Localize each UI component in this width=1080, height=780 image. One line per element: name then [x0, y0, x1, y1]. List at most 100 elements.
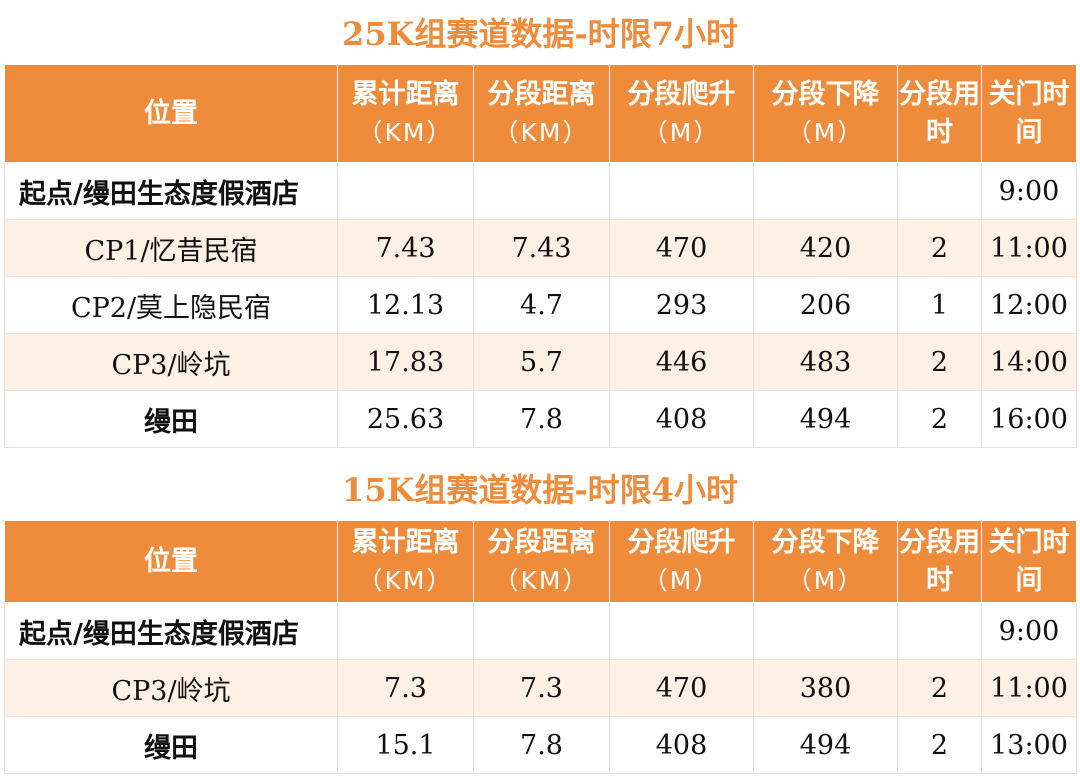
cell-descent: 206: [753, 276, 898, 334]
header-close-time-line2: 时间: [1015, 78, 1070, 148]
header-seg-time-line1: 分段: [899, 526, 953, 558]
header-seg-time-line2: 用时: [926, 78, 980, 148]
cell-close: 13:00: [981, 716, 1077, 774]
cell-climb: 408: [609, 390, 754, 448]
cell-seg: 7.3: [473, 659, 610, 717]
cell-close: 9:00: [981, 602, 1077, 660]
header-close-time-line2: 时间: [1015, 526, 1070, 596]
title-15k: 15K组赛道数据-时限4小时: [342, 471, 738, 509]
cell-location: CP1/忆昔民宿: [4, 219, 338, 277]
cell-descent: 483: [753, 333, 898, 391]
cell-cum: [337, 162, 474, 220]
cell-descent: 494: [753, 716, 898, 774]
cell-location: 起点/缦田生态度假酒店: [4, 602, 338, 660]
header-seg-climb: 分段爬升 （M）: [609, 520, 754, 603]
cell-close: 14:00: [981, 333, 1077, 391]
cell-location: 起点/缦田生态度假酒店: [4, 162, 338, 220]
table-row: 缦田 15.1 7.8 408 494 2 13:00: [4, 716, 1077, 774]
header-close-time: 关门时间: [981, 64, 1077, 163]
table-15k: 位置 累计距离 （KM） 分段距离 （KM） 分段爬升 （M） 分段下降 （M） 分段用…: [4, 520, 1077, 774]
header-unit-km: （KM）: [493, 565, 590, 595]
header-close-time-line1: 关门: [988, 78, 1043, 110]
header-unit-km: （KM）: [357, 565, 454, 595]
table-25k: 位置 累计距离 （KM） 分段距离 （KM） 分段爬升 （M） 分段下降 （M） 分段用…: [4, 64, 1077, 448]
cell-time: 2: [897, 219, 982, 277]
cell-time: 2: [897, 659, 982, 717]
cell-climb: [609, 162, 754, 220]
header-seg-descent: 分段下降 （M）: [753, 520, 898, 603]
header-seg-climb: 分段爬升 （M）: [609, 64, 754, 163]
header-unit-km: （KM）: [493, 117, 590, 147]
cell-time: 2: [897, 333, 982, 391]
header-close-time-line1: 关门: [988, 526, 1043, 558]
cell-climb: 470: [609, 219, 754, 277]
table-row: 起点/缦田生态度假酒店 9:00: [4, 602, 1077, 660]
header-cum-dist: 累计距离 （KM）: [337, 520, 474, 603]
cell-time: [897, 602, 982, 660]
cell-close: 12:00: [981, 276, 1077, 334]
cell-close: 16:00: [981, 390, 1077, 448]
cell-close: 9:00: [981, 162, 1077, 220]
cell-climb: 470: [609, 659, 754, 717]
header-seg-time-line2: 用时: [926, 526, 980, 596]
cell-climb: 293: [609, 276, 754, 334]
cell-descent: [753, 162, 898, 220]
header-seg-climb-label: 分段爬升: [627, 78, 736, 110]
cell-seg: 7.8: [473, 716, 610, 774]
header-unit-m: （M）: [786, 565, 865, 595]
cell-close: 11:00: [981, 219, 1077, 277]
cell-seg: [473, 162, 610, 220]
header-seg-dist-label: 分段距离: [487, 78, 596, 110]
cell-cum: 25.63: [337, 390, 474, 448]
header-unit-km: （KM）: [357, 117, 454, 147]
cell-time: [897, 162, 982, 220]
cell-seg: 7.43: [473, 219, 610, 277]
header-location: 位置: [4, 520, 338, 603]
header-seg-dist: 分段距离 （KM）: [473, 520, 610, 603]
header-row: 位置 累计距离 （KM） 分段距离 （KM） 分段爬升 （M） 分段下降 （M） 分段用…: [4, 520, 1077, 603]
cell-time: 1: [897, 276, 982, 334]
header-location: 位置: [4, 64, 338, 163]
cell-seg: [473, 602, 610, 660]
header-seg-dist-label: 分段距离: [487, 526, 596, 558]
table-row: 缦田 25.63 7.8 408 494 2 16:00: [4, 390, 1077, 448]
cell-climb: 408: [609, 716, 754, 774]
header-unit-m: （M）: [786, 117, 865, 147]
header-seg-descent-label: 分段下降: [771, 78, 880, 110]
header-cum-dist: 累计距离 （KM）: [337, 64, 474, 163]
cell-descent: 494: [753, 390, 898, 448]
cell-seg: 4.7: [473, 276, 610, 334]
header-seg-time: 分段用时: [897, 520, 982, 603]
cell-time: 2: [897, 390, 982, 448]
title-25k: 25K组赛道数据-时限7小时: [342, 15, 738, 53]
table-row: 起点/缦田生态度假酒店 9:00: [4, 162, 1077, 220]
cell-descent: [753, 602, 898, 660]
cell-cum: 15.1: [337, 716, 474, 774]
cell-location: CP3/岭坑: [4, 659, 338, 717]
header-seg-climb-label: 分段爬升: [627, 526, 736, 558]
header-row: 位置 累计距离 （KM） 分段距离 （KM） 分段爬升 （M） 分段下降 （M） 分段用…: [4, 64, 1077, 163]
header-seg-time-line1: 分段: [899, 78, 953, 110]
header-cum-dist-label: 累计距离: [351, 526, 460, 558]
cell-seg: 5.7: [473, 333, 610, 391]
cell-descent: 380: [753, 659, 898, 717]
table-row: CP3/岭坑 17.83 5.7 446 483 2 14:00: [4, 333, 1077, 391]
cell-cum: [337, 602, 474, 660]
cell-close: 11:00: [981, 659, 1077, 717]
cell-seg: 7.8: [473, 390, 610, 448]
cell-cum: 7.43: [337, 219, 474, 277]
cell-cum: 17.83: [337, 333, 474, 391]
cell-location: 缦田: [4, 390, 338, 448]
header-seg-descent-label: 分段下降: [771, 526, 880, 558]
cell-climb: 446: [609, 333, 754, 391]
header-seg-dist: 分段距离 （KM）: [473, 64, 610, 163]
table-row: CP2/莫上隐民宿 12.13 4.7 293 206 1 12:00: [4, 276, 1077, 334]
cell-cum: 7.3: [337, 659, 474, 717]
table-row: CP1/忆昔民宿 7.43 7.43 470 420 2 11:00: [4, 219, 1077, 277]
header-seg-descent: 分段下降 （M）: [753, 64, 898, 163]
cell-cum: 12.13: [337, 276, 474, 334]
table-row: CP3/岭坑 7.3 7.3 470 380 2 11:00: [4, 659, 1077, 717]
cell-location: 缦田: [4, 716, 338, 774]
cell-climb: [609, 602, 754, 660]
cell-descent: 420: [753, 219, 898, 277]
